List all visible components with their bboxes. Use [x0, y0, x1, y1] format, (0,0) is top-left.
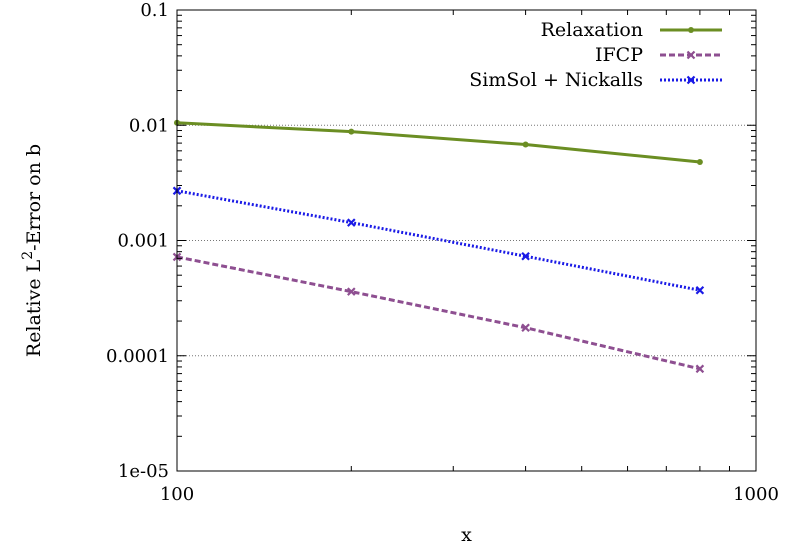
series-layer	[172, 119, 705, 374]
y-tick-label: 0.0001	[106, 346, 169, 367]
series-point-stroke	[686, 75, 696, 85]
series-point	[686, 50, 696, 60]
series-point-stroke	[686, 50, 696, 60]
y-tick-label: 1e-05	[118, 461, 169, 482]
series-point	[686, 75, 696, 85]
series-line	[176, 121, 701, 164]
y-tick-label: 0.01	[129, 115, 169, 136]
series-point	[695, 364, 705, 374]
x-axis-label: x	[461, 524, 472, 546]
series-line	[176, 189, 701, 292]
series-point-stroke	[695, 285, 705, 295]
series-point	[521, 251, 530, 261]
series-point	[696, 158, 703, 165]
series-point	[695, 285, 705, 295]
y-axis-label-sup: 2	[20, 251, 36, 260]
series-point	[348, 128, 355, 135]
series-point	[522, 141, 529, 148]
y-axis-label: Relative L2-Error on b	[20, 144, 45, 357]
series-point	[347, 218, 356, 227]
series-point	[688, 27, 694, 33]
y-axis-label-main: Relative L	[23, 259, 45, 357]
series-point-stroke	[347, 218, 356, 227]
legend: Relaxation IFCP SimSol + Nickalls	[469, 19, 722, 91]
grid	[177, 124, 756, 357]
y-tick-label: 0.001	[117, 231, 169, 252]
series-point-stroke	[521, 251, 530, 261]
legend-label: IFCP	[595, 44, 643, 66]
x-tick-label: 100	[160, 484, 194, 505]
x-tick-label: 1000	[733, 484, 779, 505]
y-axis-label-suffix: -Error on b	[23, 144, 45, 251]
legend-label: Relaxation	[541, 19, 643, 41]
legend-label: SimSol + Nickalls	[469, 69, 643, 91]
series-line	[176, 255, 701, 371]
series-point-stroke	[695, 364, 705, 374]
y-tick-label: 0.1	[140, 0, 169, 21]
series-point	[521, 323, 530, 333]
series-point-stroke	[347, 287, 356, 296]
series-point-stroke	[521, 323, 530, 333]
series-point	[347, 287, 356, 296]
